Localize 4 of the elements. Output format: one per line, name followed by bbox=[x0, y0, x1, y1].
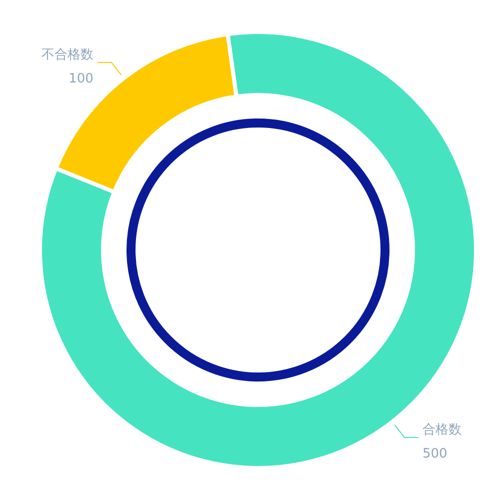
data-label: 100 bbox=[68, 71, 94, 86]
slice-label: 合格数 bbox=[422, 422, 462, 438]
data-label: 500 bbox=[422, 446, 448, 462]
slice-label: 不合格数 bbox=[41, 47, 94, 62]
